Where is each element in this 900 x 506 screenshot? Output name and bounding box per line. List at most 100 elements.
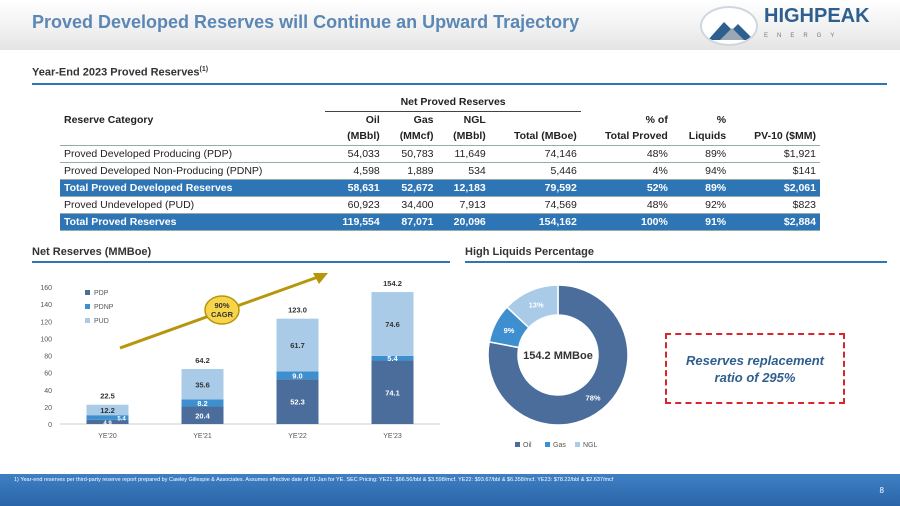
bar-total-label: 154.2 xyxy=(383,279,402,288)
table-cell: 534 xyxy=(437,162,490,180)
bar-pdp xyxy=(276,379,319,424)
bar-value-label: 9.0 xyxy=(292,371,302,380)
y-tick-label: 0 xyxy=(48,422,52,429)
reserves-table: Net Proved Reserves Reserve Category Oil G… xyxy=(60,94,820,231)
header-bar: Proved Developed Reserves will Continue … xyxy=(0,0,900,50)
bar-value-label: 8.2 xyxy=(197,399,207,408)
table-cell: 48% xyxy=(580,145,672,163)
table-row: Proved Undeveloped (PUD) 60,923 34,400 7,91… xyxy=(60,196,820,214)
table-row: Proved Developed Producing (PDP) 54,033 50… xyxy=(60,145,820,163)
donut-center-label: 154.2 MMBoe xyxy=(523,350,593,362)
bar-value-label: 74.6 xyxy=(385,320,400,329)
table-cell: 58,631 xyxy=(325,179,384,197)
bar-total-label: 64.2 xyxy=(195,356,210,365)
cagr-arrowhead-icon xyxy=(313,273,328,284)
legend-swatch xyxy=(85,304,90,309)
table-cell: 74,146 xyxy=(489,145,581,163)
y-tick-label: 160 xyxy=(40,285,52,292)
table-cell: Total Proved Reserves xyxy=(60,213,326,231)
y-tick-label: 60 xyxy=(44,371,52,378)
table-cell: 4% xyxy=(580,162,672,180)
table-cell: 154,162 xyxy=(489,213,581,231)
bar-value-label: 5.4 xyxy=(387,354,398,363)
bar-value-label: 20.4 xyxy=(195,411,210,420)
column-header xyxy=(490,111,581,128)
table-cell: 52% xyxy=(580,179,672,197)
reserves-title-text: Year-End 2023 Proved Reserves xyxy=(32,66,200,79)
cagr-label: 90% xyxy=(214,301,229,310)
bar-pdnp xyxy=(371,355,414,361)
column-header: Total (MBoe) xyxy=(489,128,581,146)
bar-pdp xyxy=(371,360,414,424)
table-cell: $1,921 xyxy=(730,145,820,163)
bar-value-label: 5.4 xyxy=(117,416,126,422)
net-reserves-title: Net Reserves (MMBoe) xyxy=(32,246,152,258)
callout-line2: ratio of 295% xyxy=(714,369,796,385)
table-row: Total Proved Developed Reserves 58,631 52,… xyxy=(60,179,820,197)
footer-bar: 1) Year-end reserves per third-party res… xyxy=(0,474,900,506)
column-header: % of xyxy=(645,113,668,126)
legend-swatch xyxy=(85,318,90,323)
column-header: NGL xyxy=(463,113,486,126)
column-header: (MBbl) xyxy=(437,128,490,146)
legend-swatch xyxy=(575,442,580,447)
column-header: (MBbl) xyxy=(325,128,384,146)
table-cell: 60,923 xyxy=(325,196,384,214)
x-tick-label: YE'22 xyxy=(288,433,307,440)
table-cell: 4,598 xyxy=(325,162,384,180)
table-cell: $2,061 xyxy=(730,179,820,197)
table-cell: 119,554 xyxy=(325,213,384,231)
callout-line1: Reserves replacement xyxy=(685,352,825,368)
column-header: Reserve Category xyxy=(64,113,154,126)
x-tick-label: YE'20 xyxy=(98,433,117,440)
table-cell: $823 xyxy=(730,196,820,214)
reserves-section-title: Year-End 2023 Proved Reserves(1) xyxy=(32,66,208,79)
legend-label: PDP xyxy=(94,290,109,297)
slice-label: 78% xyxy=(586,393,601,402)
company-logo: HIGHPEAK ENERGY xyxy=(700,4,890,48)
section-divider xyxy=(32,261,450,263)
table-cell: 50,783 xyxy=(383,145,438,163)
footnote: 1) Year-end reserves per third-party res… xyxy=(14,477,614,483)
column-header: PV-10 ($MM) xyxy=(730,128,820,146)
x-tick-label: YE'21 xyxy=(193,433,212,440)
legend-label: Oil xyxy=(523,442,532,449)
page-number: 8 xyxy=(879,486,884,495)
bar-pud xyxy=(86,404,129,416)
slice-oil xyxy=(487,284,629,426)
legend-label: Gas xyxy=(553,442,566,449)
table-cell: 7,913 xyxy=(437,196,490,214)
page-title: Proved Developed Reserves will Continue … xyxy=(32,12,580,32)
column-header: % xyxy=(716,113,727,126)
y-tick-label: 80 xyxy=(44,354,52,361)
legend-label: PUD xyxy=(94,318,109,325)
legend-swatch xyxy=(545,442,550,447)
bar-total-label: 123.0 xyxy=(288,306,307,315)
table-cell: 100% xyxy=(580,213,672,231)
table-cell: $141 xyxy=(730,162,820,180)
table-cell: 54,033 xyxy=(325,145,384,163)
group-header: Net Proved Reserves xyxy=(325,94,581,112)
table-row: Proved Developed Non-Producing (PDNP) 4,5… xyxy=(60,162,820,180)
mountain-logo-icon xyxy=(700,6,758,46)
table-cell: 52,672 xyxy=(383,179,438,197)
slice-label: 13% xyxy=(529,301,544,310)
table-cell: Proved Undeveloped (PUD) xyxy=(60,196,326,214)
table-cell: 74,569 xyxy=(489,196,581,214)
bar-pdnp xyxy=(86,415,129,420)
table-cell: Proved Developed Producing (PDP) xyxy=(60,145,326,163)
logo-text: HIGHPEAK xyxy=(764,5,870,27)
bar-pud xyxy=(181,369,224,400)
bar-value-label: 4.9 xyxy=(103,421,112,427)
table-cell: $2,884 xyxy=(730,213,820,231)
table-row: Total Proved Reserves 119,554 87,071 20,096… xyxy=(60,213,820,231)
bar-pdnp xyxy=(276,371,319,380)
column-header xyxy=(60,128,326,146)
cagr-label: CAGR xyxy=(211,310,234,319)
footnote-ref: (1) xyxy=(199,66,209,73)
table-cell: 79,592 xyxy=(489,179,581,197)
y-tick-label: 140 xyxy=(40,302,52,309)
table-cell: 20,096 xyxy=(437,213,490,231)
y-tick-label: 100 xyxy=(40,336,52,343)
legend-label: NGL xyxy=(583,442,598,449)
